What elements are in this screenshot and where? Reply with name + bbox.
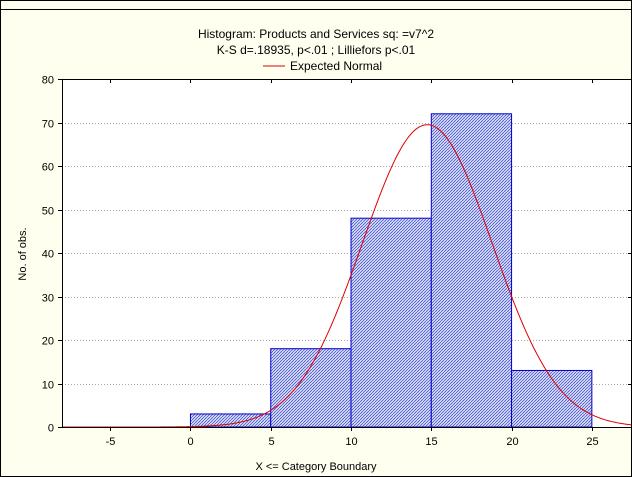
x-tick-label-0: 0 (187, 436, 193, 448)
x-tick-label-15: 15 (425, 436, 437, 448)
histogram-bar-1 (189, 413, 272, 428)
y-tick-label-70: 70 (42, 119, 54, 131)
expected-normal-curve (62, 124, 632, 428)
y-tick-label-50: 50 (42, 206, 54, 218)
legend-label-expected-normal: Expected Normal (290, 59, 382, 73)
x-tick-label-10: 10 (345, 436, 357, 448)
y-tick-label-80: 80 (42, 75, 54, 87)
histogram-bars (189, 113, 593, 428)
chart-title: Histogram: Products and Services sq: =v7… (198, 27, 434, 41)
y-axis-ticks: 0 10 20 30 40 50 60 70 80 (42, 75, 632, 435)
x-axis-ticks: -5 0 5 10 15 20 25 (106, 79, 599, 448)
y-tick-label-30: 30 (42, 293, 54, 305)
histogram-bar-5 (511, 369, 593, 428)
y-tick-label-0: 0 (48, 423, 54, 435)
y-tick-label-60: 60 (42, 162, 54, 174)
x-axis-label: X <= Category Boundary (255, 461, 377, 473)
chart-subtitle: K-S d=.18935, p<.01 ; Lilliefors p<.01 (217, 43, 416, 57)
x-tick-label--5: -5 (106, 436, 116, 448)
x-tick-label-25: 25 (586, 436, 598, 448)
x-tick-label-5: 5 (268, 436, 274, 448)
legend: Expected Normal (263, 59, 382, 73)
y-axis-label: No. of obs. (17, 227, 29, 280)
x-tick-label-20: 20 (506, 436, 518, 448)
y-tick-label-40: 40 (42, 249, 54, 261)
histogram-bar-2 (270, 348, 352, 428)
y-tick-label-20: 20 (42, 336, 54, 348)
y-tick-label-10: 10 (42, 380, 54, 392)
histogram-bar-4 (430, 113, 513, 428)
histogram-bar-3 (350, 217, 432, 428)
